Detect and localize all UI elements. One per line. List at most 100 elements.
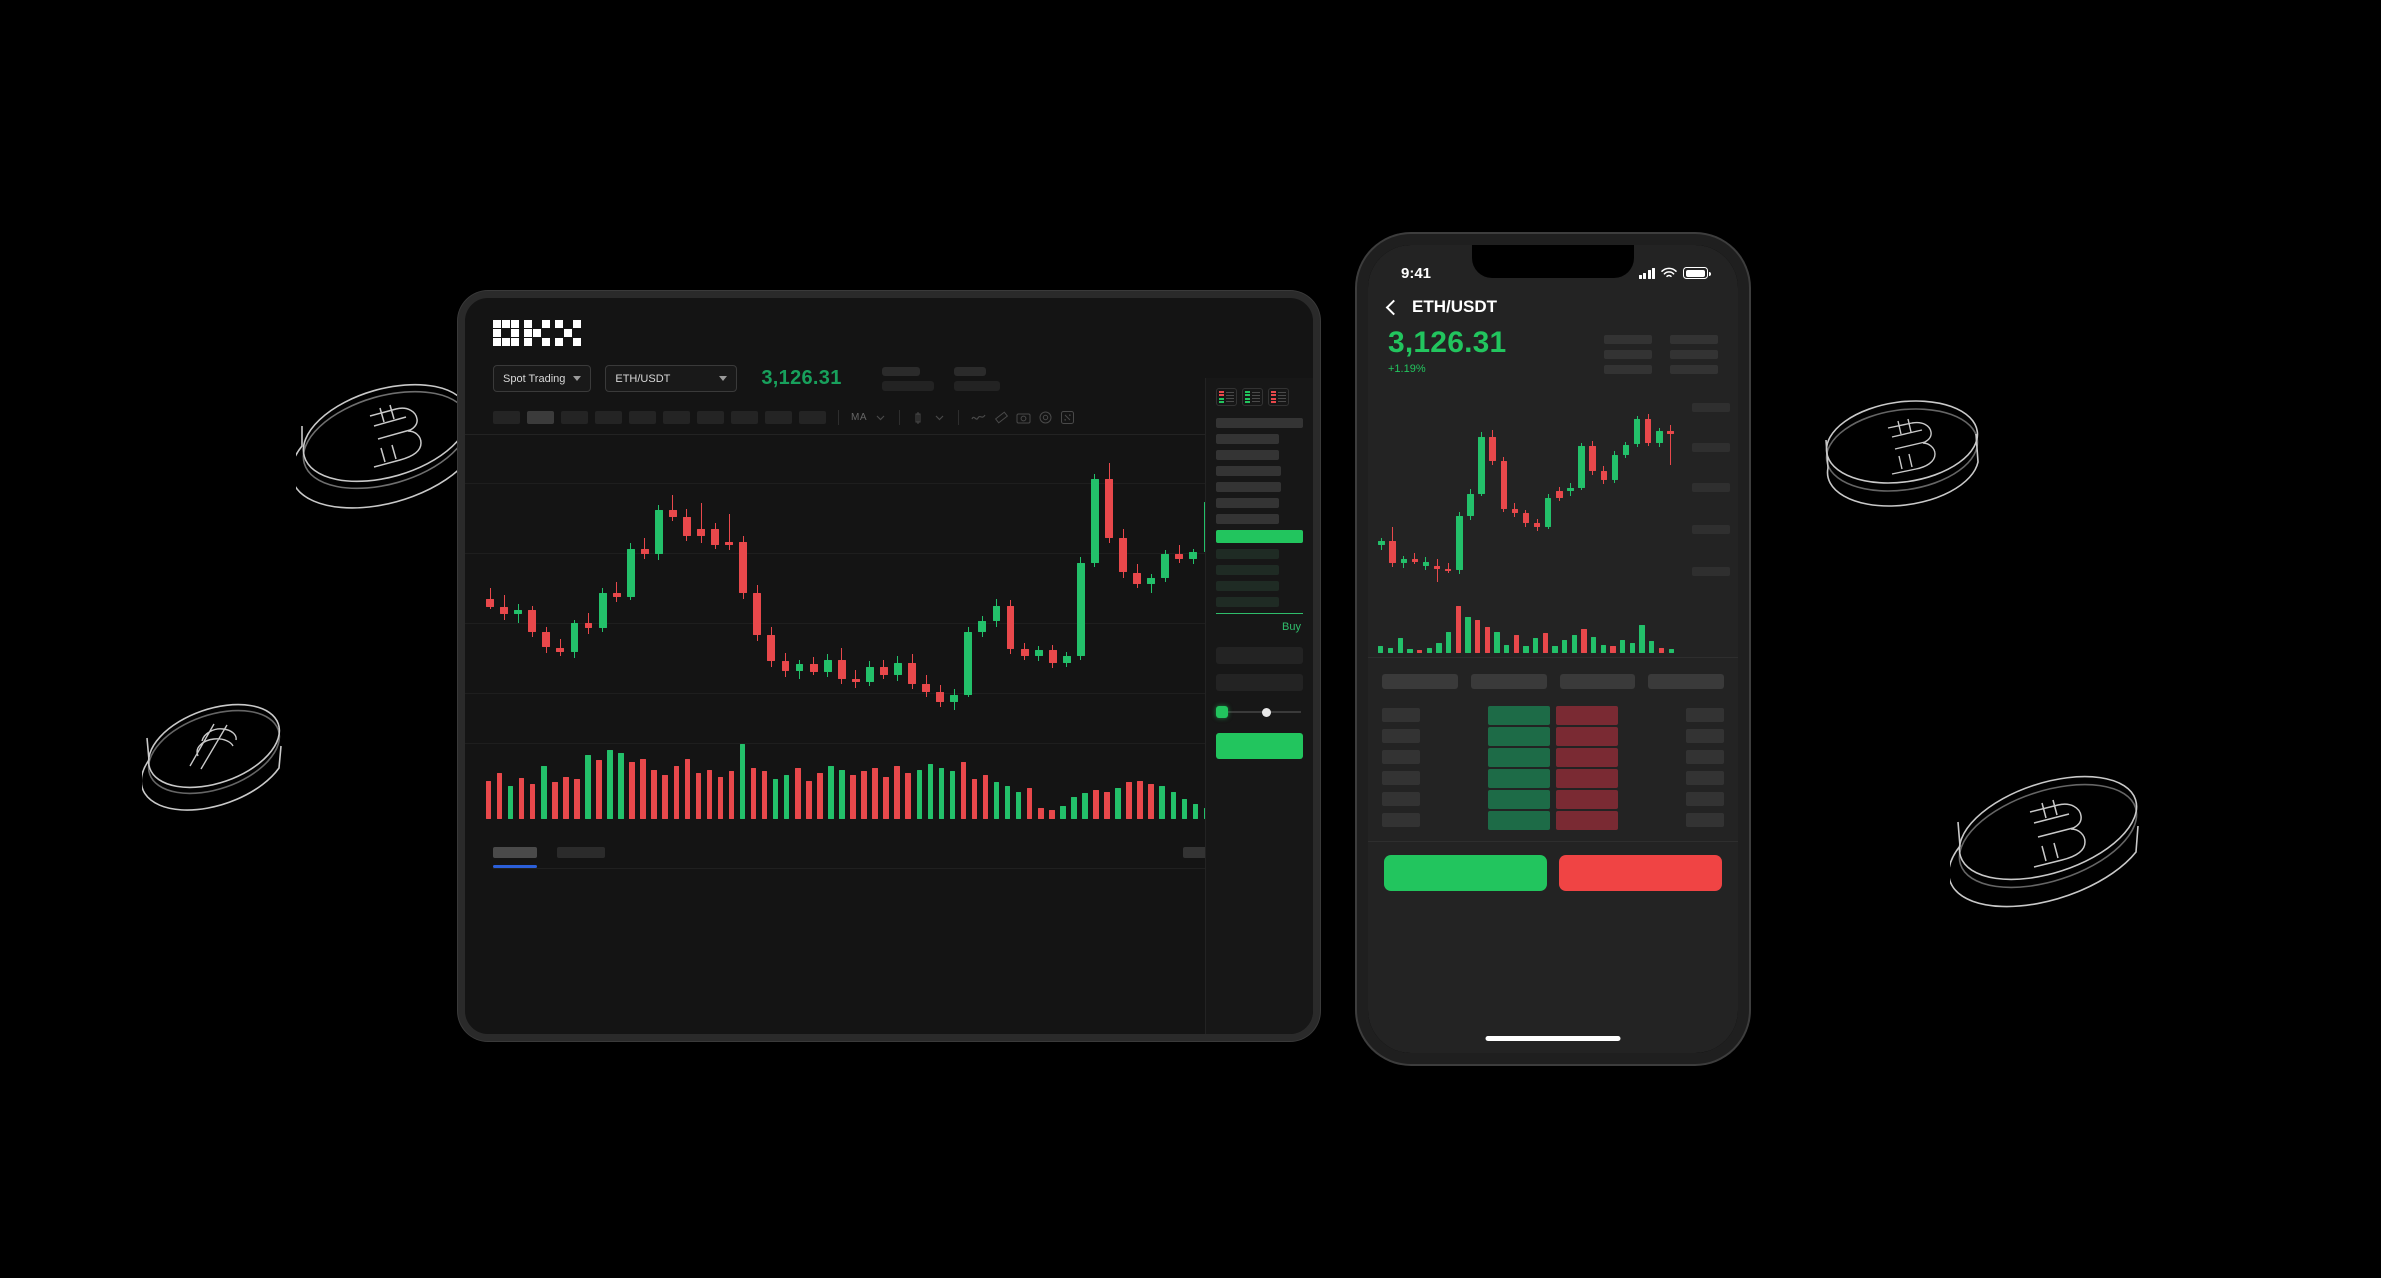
ruler-icon[interactable] — [994, 410, 1009, 425]
volume-bar — [1170, 791, 1177, 819]
phone-orderbook-row[interactable] — [1382, 705, 1724, 726]
phone-orderbook-row[interactable] — [1382, 747, 1724, 768]
orderbook-bid-row[interactable] — [1216, 581, 1279, 591]
volume-bar — [1104, 791, 1110, 819]
camera-icon[interactable] — [1016, 411, 1031, 425]
volume-bar — [1649, 641, 1655, 653]
fullscreen-icon[interactable] — [1060, 410, 1075, 425]
timeframe-button-active[interactable] — [527, 411, 554, 424]
timeframe-button[interactable] — [493, 411, 520, 424]
volume-bar — [1115, 787, 1121, 819]
candle-series — [483, 435, 1313, 735]
orderbook-ask-row[interactable] — [1216, 450, 1279, 460]
volume-bar — [673, 765, 680, 819]
phone-candlestick-chart[interactable] — [1368, 391, 1738, 606]
home-indicator — [1485, 1036, 1621, 1041]
indicator-label[interactable]: MA — [851, 412, 867, 423]
phone-tabs — [1368, 658, 1738, 689]
timeframe-button[interactable] — [663, 411, 690, 424]
volume-bar — [1407, 648, 1413, 653]
volume-bar — [750, 767, 757, 819]
volume-bar — [1049, 809, 1055, 819]
phone-tab[interactable] — [1648, 673, 1724, 689]
trading-mode-select[interactable]: Spot Trading — [493, 365, 592, 392]
chevron-down-icon[interactable] — [874, 411, 887, 424]
tab-active[interactable] — [493, 847, 537, 858]
timeframe-button[interactable] — [595, 411, 622, 424]
volume-bar — [552, 782, 558, 819]
chevron-down-icon[interactable] — [933, 411, 946, 424]
phone-orderbook-row[interactable] — [1382, 726, 1724, 747]
orderbook-bid-row[interactable] — [1216, 549, 1279, 559]
volume-bar — [540, 765, 547, 819]
dollar-coin-left — [142, 694, 292, 818]
volume-bar — [1060, 806, 1066, 819]
candlestick-chart[interactable] — [465, 435, 1313, 735]
volume-bar — [1494, 631, 1500, 653]
order-price-field[interactable] — [1216, 647, 1303, 664]
orderbook-asks-icon[interactable] — [1268, 388, 1289, 406]
order-amount-field[interactable] — [1216, 674, 1303, 691]
volume-bar — [1071, 797, 1077, 819]
place-buy-order-button[interactable] — [1216, 733, 1303, 759]
phone-orderbook-row[interactable] — [1382, 789, 1724, 810]
timeframe-button[interactable] — [697, 411, 724, 424]
timeframe-button[interactable] — [799, 411, 826, 424]
timeframe-button[interactable] — [765, 411, 792, 424]
orderbook-last-price-row[interactable] — [1216, 530, 1303, 543]
timeframe-button[interactable] — [731, 411, 758, 424]
volume-bar — [1397, 638, 1403, 653]
candle-style-icon[interactable] — [912, 411, 926, 425]
volume-bar — [662, 775, 668, 819]
phone-tab[interactable] — [1559, 673, 1636, 689]
order-side-label[interactable]: Buy — [1282, 621, 1301, 633]
phone-tab[interactable] — [1470, 673, 1547, 689]
volume-bar — [1629, 643, 1636, 653]
volume-bar — [795, 767, 801, 819]
phone-orderbook-row[interactable] — [1382, 810, 1724, 831]
volume-bar — [596, 760, 602, 819]
orderbook-bids-icon[interactable] — [1242, 388, 1263, 406]
phone-sell-button[interactable] — [1559, 854, 1722, 891]
orderbook-bid-row[interactable] — [1216, 597, 1279, 607]
orderbook-ask-row[interactable] — [1216, 418, 1303, 428]
line-tool-icon[interactable] — [971, 411, 987, 425]
slider-track — [1218, 711, 1301, 713]
chevron-down-icon — [719, 376, 728, 381]
volume-bar — [850, 775, 856, 819]
orderbook-ask-row[interactable] — [1216, 482, 1282, 492]
phone-buy-button[interactable] — [1384, 854, 1547, 891]
orderbook-ask-row[interactable] — [1216, 498, 1279, 508]
volume-bar — [1181, 798, 1188, 819]
volume-bar — [728, 771, 735, 819]
bitcoin-coin-top-right — [1822, 390, 1987, 530]
back-icon[interactable] — [1385, 299, 1402, 315]
settings-icon[interactable] — [1038, 410, 1053, 425]
orderbook-both-icon[interactable] — [1216, 388, 1237, 406]
order-form — [1216, 647, 1303, 691]
order-amount-slider[interactable] — [1216, 705, 1303, 719]
timeframe-button[interactable] — [561, 411, 588, 424]
orderbook-ask-row[interactable] — [1216, 466, 1282, 476]
pair-select[interactable]: ETH/USDT — [605, 365, 738, 392]
volume-bar — [518, 777, 525, 819]
timeframe-button[interactable] — [629, 411, 656, 424]
orderbook-bid-row[interactable] — [1216, 565, 1279, 575]
tab-inactive[interactable] — [557, 847, 605, 858]
slider-handle[interactable] — [1216, 706, 1228, 718]
phone-tab[interactable] — [1382, 673, 1458, 689]
status-bar: 9:41 — [1368, 245, 1738, 291]
orderbook-ask-row[interactable] — [1216, 434, 1279, 444]
slider-marker[interactable] — [1262, 707, 1271, 717]
tablet-screen: Spot Trading ETH/USDT 3,126.31 — [465, 298, 1313, 1034]
volume-bar — [1474, 620, 1481, 653]
phone-pair-title: ETH/USDT — [1412, 297, 1497, 316]
phone-device: 9:41 ETH/USDT 3,126.31 +1 — [1357, 234, 1749, 1064]
pair-label: ETH/USDT — [615, 372, 671, 385]
signal-icon — [1638, 267, 1655, 279]
volume-bar — [1378, 646, 1384, 653]
orderbook-ask-row[interactable] — [1216, 514, 1279, 524]
volume-bar — [1581, 628, 1587, 653]
phone-orderbook-row[interactable] — [1382, 768, 1724, 789]
volume-bar — [1015, 791, 1022, 819]
